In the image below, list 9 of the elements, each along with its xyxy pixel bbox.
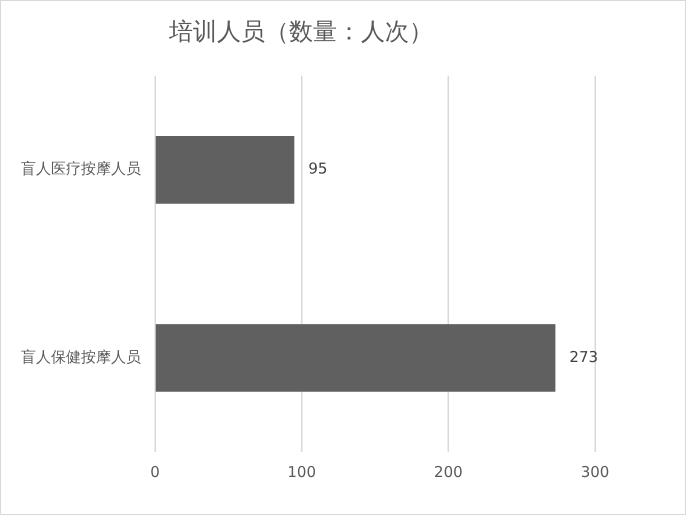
data-label: 95: [308, 160, 328, 178]
x-tick-label: 200: [434, 462, 463, 481]
data-label: 273: [569, 348, 598, 366]
x-tick-label: 300: [580, 462, 610, 481]
x-tick-label: 100: [287, 462, 316, 481]
x-tick-label: 0: [150, 462, 160, 481]
chart-title: 培训人员（数量：人次）: [168, 18, 433, 46]
y-tick-label: 盲人保健按摩人员: [21, 348, 141, 366]
y-tick-label: 盲人医疗按摩人员: [21, 160, 141, 178]
